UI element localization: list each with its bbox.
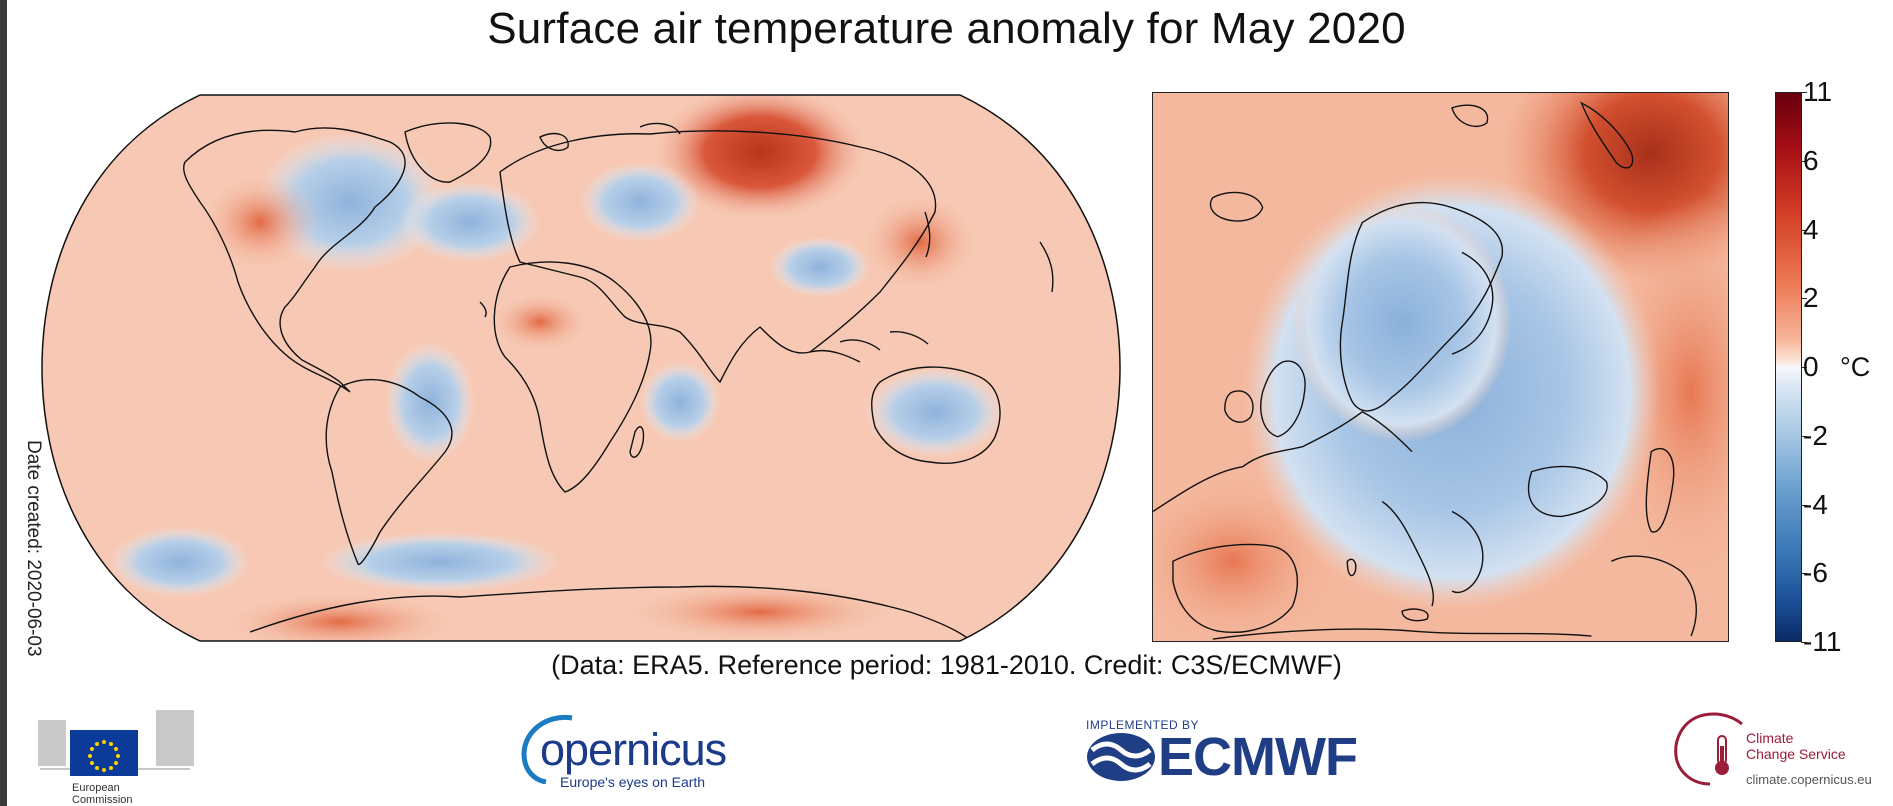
europe-coastlines — [1153, 101, 1697, 640]
colorbar-tick-label: 11 — [1803, 76, 1833, 107]
ecmwf-wordmark: ECMWF — [1158, 727, 1358, 787]
colorbar-tick-mark — [1801, 298, 1807, 300]
c3s-url: climate.copernicus.eu — [1746, 772, 1872, 787]
colorbar-tick-mark — [1801, 92, 1807, 93]
copernicus-tagline: Europe's eyes on Earth — [560, 774, 706, 790]
colorbar-tick-mark — [1801, 229, 1807, 231]
world-anomaly-map — [41, 94, 1121, 642]
colorbar-tick-label: -11 — [1803, 626, 1842, 657]
european-commission-logo — [38, 710, 194, 776]
copernicus-swoosh-icon — [521, 714, 573, 784]
map-title: Surface air temperature anomaly for May … — [487, 4, 1406, 53]
colorbar-tick-mark — [1801, 573, 1807, 575]
south-pacific-cool-anomaly — [110, 527, 250, 597]
europe-cool-anomaly — [580, 162, 700, 242]
ecmwf-implemented-by: IMPLEMENTED BY — [1086, 718, 1200, 732]
antarctic-warm-anomaly-west — [220, 592, 460, 641]
north-africa-warm-anomaly — [490, 292, 590, 352]
colorbar-tick-label: -2 — [1803, 419, 1828, 451]
scandinavia-cool-anomaly — [1292, 202, 1512, 442]
east-asia-warm-anomaly — [860, 192, 980, 292]
australia-cool-anomaly — [865, 367, 1005, 457]
window-edge — [0, 0, 7, 806]
southern-africa-cool-anomaly — [640, 362, 720, 442]
colorbar-tick-label: -6 — [1803, 557, 1828, 589]
temperature-colorbar — [1775, 92, 1802, 642]
colorbar-unit: °C — [1840, 352, 1871, 382]
c3s-title-line1: Climate — [1746, 730, 1794, 746]
europe-anomaly-map — [1152, 92, 1729, 642]
copernicus-wordmark: opernicus — [540, 724, 727, 775]
c3s-thermometer-icon — [1674, 712, 1743, 786]
colorbar-tick-mark — [1801, 160, 1807, 162]
colorbar-tick-label: 4 — [1803, 213, 1819, 245]
north-atlantic-cool-anomaly — [400, 182, 540, 262]
colorbar-tick-label: -4 — [1803, 488, 1828, 520]
c3s-title-line2: Change Service — [1746, 746, 1846, 762]
colorbar-tick-label: 0 — [1803, 351, 1819, 382]
colorbar-tick-label: 6 — [1803, 144, 1819, 176]
ecmwf-waves-icon — [1087, 733, 1155, 781]
data-credit-caption: (Data: ERA5. Reference period: 1981-2010… — [551, 650, 1342, 680]
colorbar-tick-mark — [1801, 642, 1807, 643]
world-map-outline — [41, 94, 1121, 642]
ec-label-line1: European — [72, 782, 120, 794]
alaska-warm-anomaly — [200, 172, 320, 272]
southern-ocean-cool-anomaly — [320, 532, 560, 592]
ec-label-line2: Commission — [72, 794, 133, 806]
colorbar-tick-mark — [1801, 367, 1807, 368]
colorbar-tick-mark — [1801, 504, 1807, 506]
colorbar-tick-mark — [1801, 435, 1807, 437]
asia-cool-anomaly — [770, 237, 870, 297]
antarctic-warm-anomaly-east — [620, 582, 900, 641]
colorbar-tick-label: 2 — [1803, 282, 1819, 314]
siberia-warm-anomaly — [650, 95, 870, 222]
world-coastlines — [183, 122, 1054, 641]
